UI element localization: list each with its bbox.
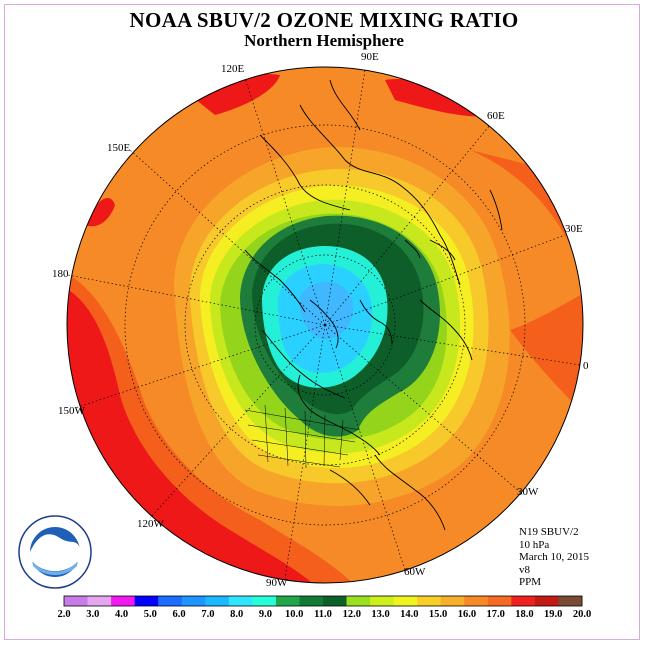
colorbar-swatch (534, 596, 559, 606)
colorbar-label: 14.0 (400, 609, 419, 620)
colorbar-swatch (393, 596, 418, 606)
colorbar-swatch (205, 596, 230, 606)
colorbar-label: 2.0 (57, 609, 71, 620)
figure-frame (4, 4, 640, 640)
colorbar-label: 15.0 (428, 609, 448, 620)
colorbar-label: 13.0 (371, 609, 390, 620)
ozone-field (67, 67, 583, 583)
state-boundaries (244, 404, 361, 469)
colorbar-label: 18.0 (515, 609, 534, 620)
colorbar-swatch (134, 596, 159, 606)
colorbar-swatch (87, 596, 112, 606)
colorbar-label: 7.0 (201, 609, 215, 620)
lon-label-60w: 60W (404, 566, 426, 578)
colorbar (63, 595, 583, 607)
colorbar-swatch (275, 596, 300, 606)
colorbar-swatch (252, 596, 277, 606)
level-red-north (190, 74, 280, 115)
colorbar-swatch (464, 596, 489, 606)
colorbar-border (63, 595, 583, 607)
colorbar-label: 12.0 (342, 609, 361, 620)
info-satellite: N19 SBUV/2 (519, 526, 579, 538)
colorbar-label: 17.0 (486, 609, 505, 620)
lon-label-120e: 120E (221, 63, 245, 75)
info-units: PPM (519, 576, 542, 588)
info-block: N19 SBUV/2 10 hPa March 10, 2015 v8 PPM (519, 526, 589, 589)
colorbar-label: 6.0 (172, 609, 186, 620)
colorbar-swatch (346, 596, 371, 606)
info-version: v8 (519, 563, 530, 576)
lon-label-120w: 120W (137, 518, 164, 530)
lon-label-150w: 150W (58, 405, 85, 417)
colorbar-swatch (440, 596, 465, 606)
colorbar-label: 19.0 (544, 609, 563, 620)
colorbar-swatch (487, 596, 512, 606)
colorbar-swatch (158, 596, 183, 606)
map-title: NOAA SBUV/2 OZONE MIXING RATIO (129, 8, 519, 32)
colorbar-swatch (323, 596, 347, 606)
lon-label-60e: 60E (487, 110, 505, 122)
lon-label-90e: 90E (361, 51, 379, 63)
colorbar-swatch (181, 596, 206, 606)
level-red-patch (85, 197, 115, 227)
map-border (66, 66, 584, 584)
info-level: 10 hPa (519, 538, 550, 551)
coastlines (244, 79, 503, 531)
colorbar-swatch (511, 596, 536, 606)
level-red-orange-se (510, 290, 583, 420)
colorbar-label: 3.0 (86, 609, 100, 620)
colorbar-swatch (417, 596, 442, 606)
colorbar-swatch (299, 596, 324, 606)
colorbar-swatch (111, 596, 135, 606)
colorbar-label: 20.0 (572, 609, 592, 620)
colorbar-label: 16.0 (457, 609, 477, 620)
colorbar-swatch (558, 596, 583, 606)
colorbar-label: 11.0 (314, 609, 332, 620)
lon-label-30w: 30W (517, 486, 539, 498)
lon-label-0: 0 (583, 360, 589, 372)
colorbar-swatch (228, 596, 253, 606)
colorbar-label: 8.0 (230, 609, 244, 620)
lon-label-180: 180 (52, 268, 69, 280)
colorbar-label: 9.0 (258, 609, 272, 620)
colorbar-swatch (370, 596, 394, 606)
lon-label-30e: 30E (565, 223, 583, 235)
level-sky-blue (299, 281, 354, 339)
colorbar-label: 4.0 (114, 609, 129, 620)
graticule (67, 69, 581, 579)
map-subtitle: Northern Hemisphere (244, 31, 404, 50)
colorbar-label: 10.0 (285, 609, 304, 620)
lon-label-150e: 150E (107, 142, 131, 154)
lon-label-90w: 90W (266, 577, 288, 589)
colorbar-label: 5.0 (143, 609, 157, 620)
info-date: March 10, 2015 (519, 551, 589, 563)
colorbar-swatch (64, 596, 88, 606)
